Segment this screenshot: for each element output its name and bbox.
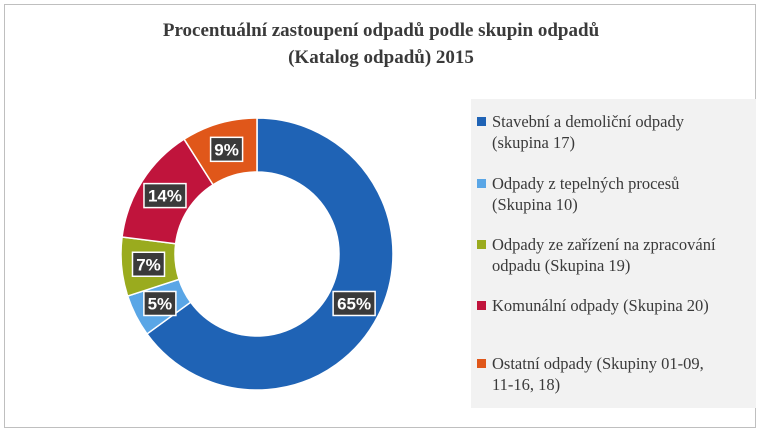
- slice-construction: [145, 117, 394, 391]
- value-label-other: 9%: [209, 136, 244, 163]
- donut-chart: 65% 5% 7% 14% 9%: [120, 117, 394, 391]
- legend-label-line: Ostatní odpady (Skupiny 01-09,: [492, 354, 704, 373]
- legend-swatch: [477, 240, 486, 249]
- legend-label-line: odpadu (Skupina 19): [492, 256, 631, 275]
- legend-label-line: Odpady ze zařízení na zpracování: [492, 235, 716, 254]
- legend-swatch: [477, 359, 486, 368]
- value-label-thermal: 5%: [143, 290, 177, 317]
- legend-swatch: [477, 179, 486, 188]
- value-label-box: [332, 290, 376, 317]
- value-label-construction: 65%: [332, 290, 376, 317]
- value-label-box: [209, 136, 244, 163]
- chart-legend: Stavební a demoliční odpady (skupina 17)…: [471, 99, 756, 408]
- legend-label-line: (skupina 17): [492, 133, 575, 152]
- value-label-municipal: 14%: [143, 182, 187, 209]
- value-label-box: [143, 182, 187, 209]
- legend-label-line: Stavební a demoliční odpady: [492, 112, 684, 131]
- legend-label-line: Komunální odpady (Skupina 20): [492, 296, 709, 315]
- legend-label-line: Odpady z tepelných procesů: [492, 174, 680, 193]
- value-label-waste-processing: 7%: [131, 251, 166, 278]
- legend-swatch: [477, 117, 486, 126]
- value-label-text: 14%: [148, 187, 182, 206]
- legend-label-line: (Skupina 10): [492, 195, 578, 214]
- chart-title: Procentuální zastoupení odpadů podle sku…: [5, 17, 757, 71]
- value-label-text: 7%: [136, 255, 161, 274]
- value-label-text: 9%: [214, 140, 239, 159]
- value-label-box: [131, 251, 166, 278]
- value-label-box: [143, 290, 177, 317]
- chart-frame: Procentuální zastoupení odpadů podle sku…: [4, 4, 756, 428]
- legend-swatch: [477, 301, 486, 310]
- value-label-text: 65%: [337, 294, 371, 313]
- chart-title-line-2: (Katalog odpadů) 2015: [288, 47, 474, 68]
- value-label-text: 5%: [148, 294, 173, 313]
- legend-label-line: 11-16, 18): [492, 375, 561, 394]
- chart-title-line-1: Procentuální zastoupení odpadů podle sku…: [162, 20, 600, 41]
